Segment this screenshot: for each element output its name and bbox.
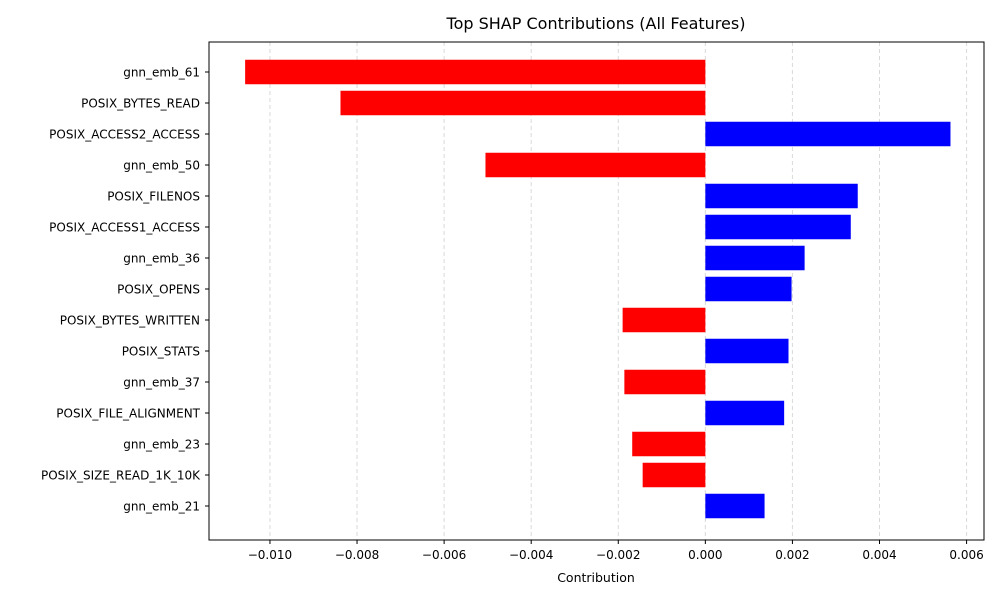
bar-posix-size-read-1k-10k <box>642 462 706 488</box>
bar-posix-opens <box>705 276 792 302</box>
bar-gnn-emb-50 <box>485 152 706 178</box>
bar-gnn-emb-37 <box>624 369 706 395</box>
bar-gnn-emb-61 <box>245 59 706 85</box>
plot-frame <box>208 41 985 541</box>
y-tick-label: POSIX_BYTES_READ <box>81 97 200 111</box>
bar-gnn-emb-23 <box>632 431 706 457</box>
x-tick-label: −0.006 <box>422 548 466 562</box>
y-tick-label: POSIX_BYTES_WRITTEN <box>60 314 200 328</box>
y-tick-label: POSIX_OPENS <box>117 283 200 297</box>
x-tick-label: −0.002 <box>596 548 640 562</box>
bars <box>245 59 951 519</box>
bar-gnn-emb-21 <box>705 493 765 519</box>
y-tick-label: POSIX_SIZE_READ_1K_10K <box>41 469 201 483</box>
x-tick-label: −0.004 <box>509 548 553 562</box>
x-tick-label: 0.002 <box>775 548 809 562</box>
chart-title: Top SHAP Contributions (All Features) <box>446 14 746 33</box>
x-axis-label: Contribution <box>557 570 635 585</box>
x-ticks: −0.010 −0.008 −0.006 −0.004 −0.002 0.000 0.002… <box>248 540 984 562</box>
y-tick-label: gnn_emb_37 <box>123 376 200 390</box>
x-tick-label: 0.004 <box>862 548 896 562</box>
bar-gnn-emb-36 <box>705 245 805 271</box>
x-tick-label: −0.008 <box>335 548 379 562</box>
y-tick-label: gnn_emb_23 <box>123 438 200 452</box>
y-tick-label: gnn_emb_21 <box>123 500 200 514</box>
y-tick-label: gnn_emb_61 <box>123 66 200 80</box>
x-tick-label: −0.010 <box>248 548 292 562</box>
y-tick-label: POSIX_FILENOS <box>107 190 200 204</box>
y-tick-label: POSIX_ACCESS2_ACCESS <box>49 128 200 142</box>
bar-posix-bytes-written <box>622 307 706 333</box>
bar-posix-filenos <box>705 183 858 209</box>
y-tick-label: gnn_emb_50 <box>123 159 200 173</box>
y-tick-label: POSIX_STATS <box>122 345 200 359</box>
x-tick-label: 0.000 <box>688 548 722 562</box>
bar-posix-file-alignment <box>705 400 785 426</box>
y-ticks: gnn_emb_61 POSIX_BYTES_READ POSIX_ACCESS2_… <box>41 66 209 514</box>
y-tick-label: POSIX_FILE_ALIGNMENT <box>56 407 200 421</box>
grid-lines <box>269 42 968 540</box>
bar-posix-stats <box>705 338 789 364</box>
bar-posix-access1-access <box>705 214 851 240</box>
y-tick-label: POSIX_ACCESS1_ACCESS <box>49 221 200 235</box>
bar-posix-bytes-read <box>340 90 706 116</box>
bar-posix-access2-access <box>705 121 951 147</box>
y-tick-label: gnn_emb_36 <box>123 252 200 266</box>
x-tick-label: 0.006 <box>949 548 983 562</box>
